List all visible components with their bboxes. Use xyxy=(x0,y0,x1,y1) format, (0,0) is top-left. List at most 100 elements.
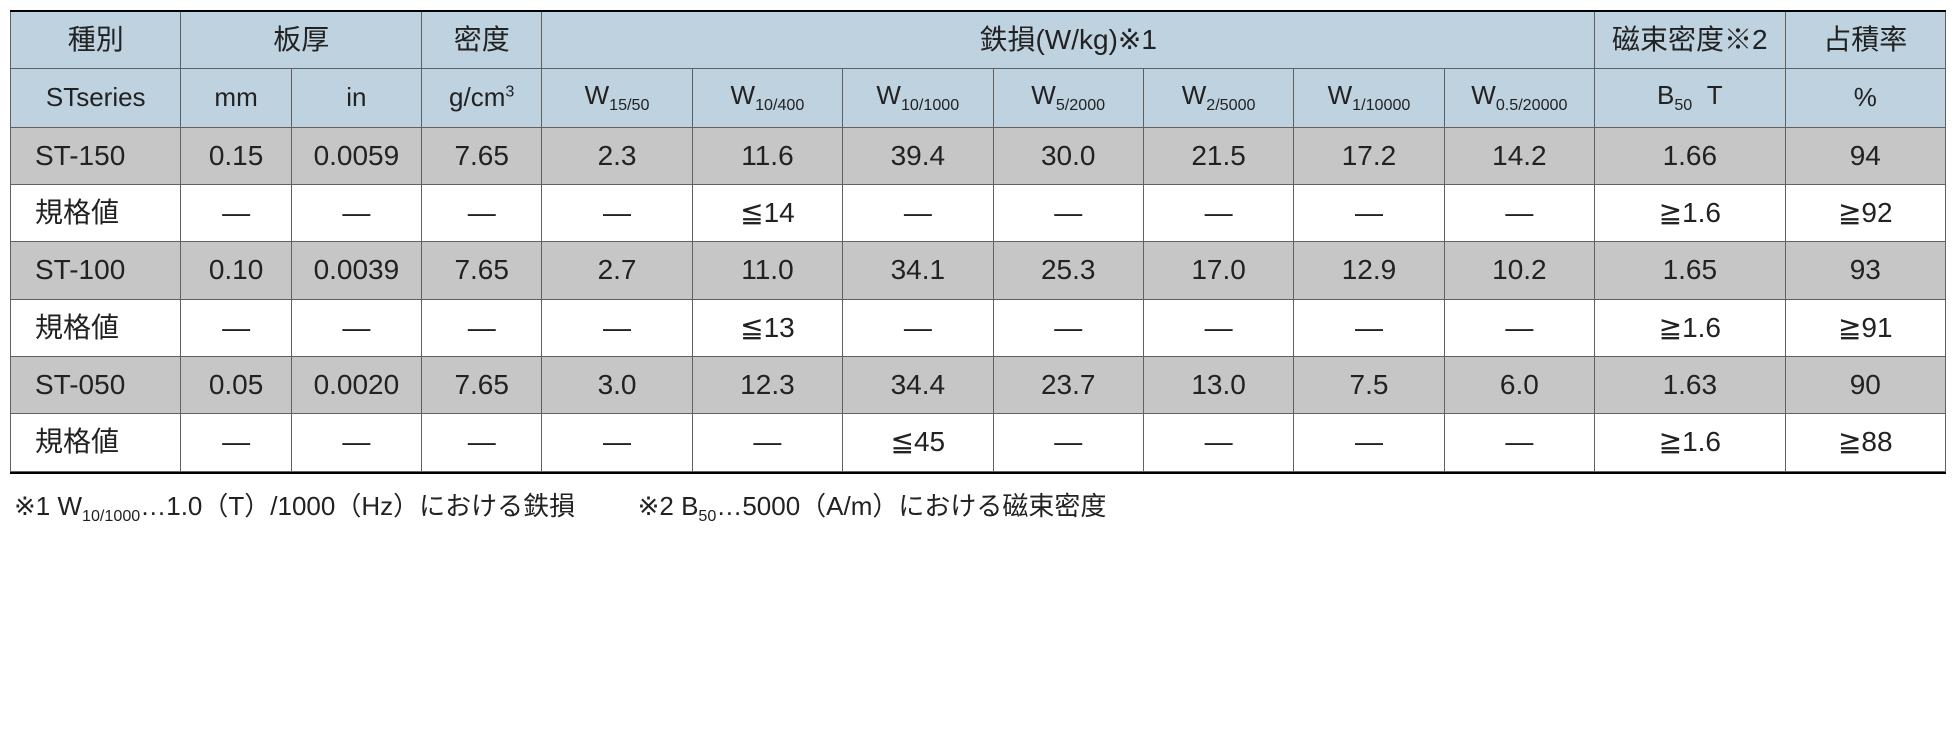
cell-value: ≧1.6 xyxy=(1595,414,1785,471)
unit-w-2: W10/1000 xyxy=(843,69,993,127)
cell-type: ST-050 xyxy=(11,357,181,414)
table-row: ST-1500.150.00597.652.311.639.430.021.51… xyxy=(11,127,1946,184)
cell-value: ― xyxy=(1294,299,1444,356)
cell-value: 7.65 xyxy=(422,242,542,299)
cell-value: ― xyxy=(692,414,842,471)
unit-w-3-sub: 5/2000 xyxy=(1056,97,1105,115)
unit-w-4-sub: 2/5000 xyxy=(1206,97,1255,115)
cell-type: 規格値 xyxy=(11,299,181,356)
cell-value: 2.7 xyxy=(542,242,692,299)
cell-value: ― xyxy=(422,299,542,356)
cell-value: ― xyxy=(542,184,692,241)
cell-value: 34.4 xyxy=(843,357,993,414)
cell-value: ≧1.6 xyxy=(1595,299,1785,356)
cell-value: 1.66 xyxy=(1595,127,1785,184)
unit-w-5: W1/10000 xyxy=(1294,69,1444,127)
unit-w-1: W10/400 xyxy=(692,69,842,127)
cell-value: ≧88 xyxy=(1785,414,1945,471)
cell-value: ― xyxy=(1294,414,1444,471)
cell-value: 90 xyxy=(1785,357,1945,414)
unit-w-6: W0.5/20000 xyxy=(1444,69,1594,127)
footnote-2-sub: 50 xyxy=(698,507,716,525)
unit-density-sup: 3 xyxy=(505,82,514,100)
cell-value: ― xyxy=(291,299,421,356)
cell-value: ≧92 xyxy=(1785,184,1945,241)
cell-value: 17.0 xyxy=(1143,242,1293,299)
cell-value: 0.10 xyxy=(181,242,291,299)
header-row-1: 種別 板厚 密度 鉄損(W/kg)※1 磁束密度※2 占積率 xyxy=(11,11,1946,69)
unit-w-4: W2/5000 xyxy=(1143,69,1293,127)
unit-w-0-sub: 15/50 xyxy=(609,97,649,115)
cell-value: 7.65 xyxy=(422,127,542,184)
cell-value: ― xyxy=(993,299,1143,356)
cell-value: ― xyxy=(993,184,1143,241)
cell-type: ST-100 xyxy=(11,242,181,299)
cell-value: ≦13 xyxy=(692,299,842,356)
cell-value: ― xyxy=(542,414,692,471)
table-row: ST-0500.050.00207.653.012.334.423.713.07… xyxy=(11,357,1946,414)
cell-value: 23.7 xyxy=(993,357,1143,414)
cell-value: ― xyxy=(1143,414,1293,471)
hdr-ironloss: 鉄損(W/kg)※1 xyxy=(542,11,1595,69)
cell-value: 7.65 xyxy=(422,357,542,414)
cell-value: 7.5 xyxy=(1294,357,1444,414)
cell-value: 14.2 xyxy=(1444,127,1594,184)
unit-w-1-sub: 10/400 xyxy=(755,97,804,115)
table-row: ST-1000.100.00397.652.711.034.125.317.01… xyxy=(11,242,1946,299)
cell-value: 12.3 xyxy=(692,357,842,414)
unit-b50-main: B xyxy=(1657,80,1674,110)
unit-type: STseries xyxy=(11,69,181,127)
table-row: 規格値―――――≦45――――≧1.6≧88 xyxy=(11,414,1946,471)
cell-value: ― xyxy=(181,414,291,471)
footnote-1-sub: 10/1000 xyxy=(82,507,140,525)
table-row: 規格値――――≦14―――――≧1.6≧92 xyxy=(11,184,1946,241)
cell-value: ― xyxy=(843,299,993,356)
cell-value: ― xyxy=(993,414,1143,471)
cell-value: ≦14 xyxy=(692,184,842,241)
cell-value: 2.3 xyxy=(542,127,692,184)
cell-value: ― xyxy=(291,414,421,471)
footnote-1-prefix: ※1 W xyxy=(14,491,82,521)
unit-spacefactor: % xyxy=(1785,69,1945,127)
hdr-density: 密度 xyxy=(422,11,542,69)
cell-value: 13.0 xyxy=(1143,357,1293,414)
cell-value: ― xyxy=(181,184,291,241)
cell-value: 6.0 xyxy=(1444,357,1594,414)
unit-density-text: g/cm xyxy=(449,82,505,112)
cell-value: ― xyxy=(1444,414,1594,471)
cell-value: 1.65 xyxy=(1595,242,1785,299)
cell-value: 0.15 xyxy=(181,127,291,184)
cell-value: 17.2 xyxy=(1294,127,1444,184)
cell-value: 39.4 xyxy=(843,127,993,184)
unit-w-3: W5/2000 xyxy=(993,69,1143,127)
hdr-fluxdensity: 磁束密度※2 xyxy=(1595,11,1785,69)
cell-value: 21.5 xyxy=(1143,127,1293,184)
cell-value: 11.0 xyxy=(692,242,842,299)
footnote-2-rest: …5000（A/m）における磁束密度 xyxy=(716,491,1106,521)
header-row-2: STseries mm in g/cm3 W15/50 W10/400 W10/… xyxy=(11,69,1946,127)
cell-type: 規格値 xyxy=(11,184,181,241)
footnote-1-rest: …1.0（T）/1000（Hz）における鉄損 xyxy=(140,491,575,521)
cell-type: 規格値 xyxy=(11,414,181,471)
hdr-type: 種別 xyxy=(11,11,181,69)
cell-value: ― xyxy=(422,184,542,241)
unit-b50: B50 T xyxy=(1595,69,1785,127)
cell-value: 94 xyxy=(1785,127,1945,184)
unit-b50-sub: 50 xyxy=(1674,97,1692,115)
cell-value: ― xyxy=(843,184,993,241)
cell-type: ST-150 xyxy=(11,127,181,184)
cell-value: 10.2 xyxy=(1444,242,1594,299)
table-row: 規格値――――≦13―――――≧1.6≧91 xyxy=(11,299,1946,356)
cell-value: ― xyxy=(181,299,291,356)
cell-value: 11.6 xyxy=(692,127,842,184)
unit-in: in xyxy=(291,69,421,127)
unit-w-2-sub: 10/1000 xyxy=(901,97,959,115)
cell-value: ― xyxy=(1143,184,1293,241)
cell-value: ― xyxy=(291,184,421,241)
cell-value: 1.63 xyxy=(1595,357,1785,414)
cell-value: 34.1 xyxy=(843,242,993,299)
footnote-2-prefix: ※2 B xyxy=(638,491,699,521)
cell-value: 93 xyxy=(1785,242,1945,299)
cell-value: ― xyxy=(542,299,692,356)
unit-mm: mm xyxy=(181,69,291,127)
